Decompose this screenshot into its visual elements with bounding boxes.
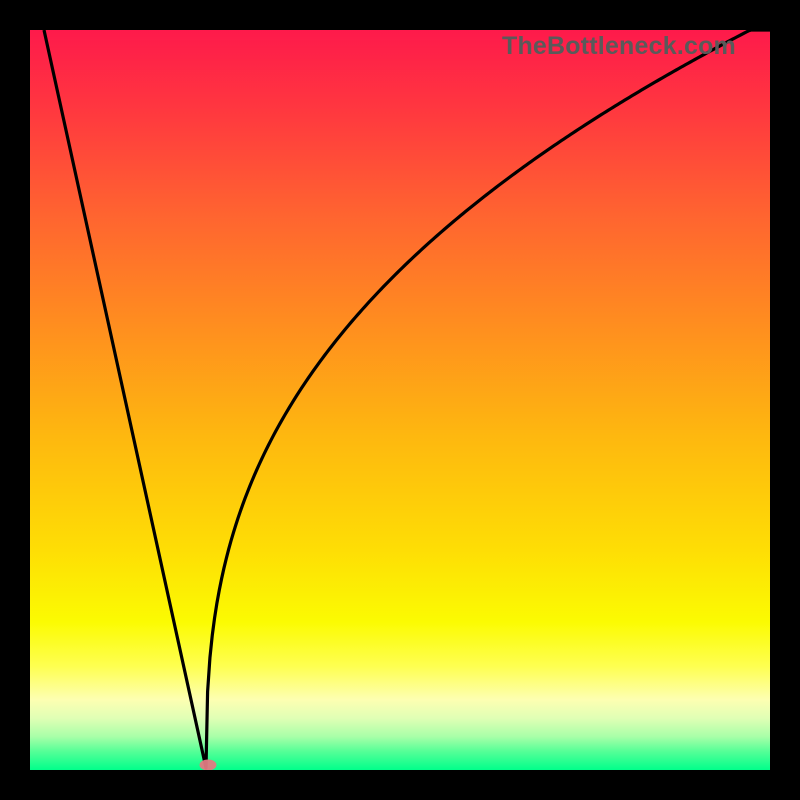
gradient-background — [30, 30, 770, 770]
plot-svg — [30, 30, 770, 770]
watermark-text: TheBottleneck.com — [502, 32, 736, 61]
minimum-marker — [200, 760, 217, 771]
chart-frame: TheBottleneck.com — [0, 0, 800, 800]
plot-area — [30, 30, 770, 770]
